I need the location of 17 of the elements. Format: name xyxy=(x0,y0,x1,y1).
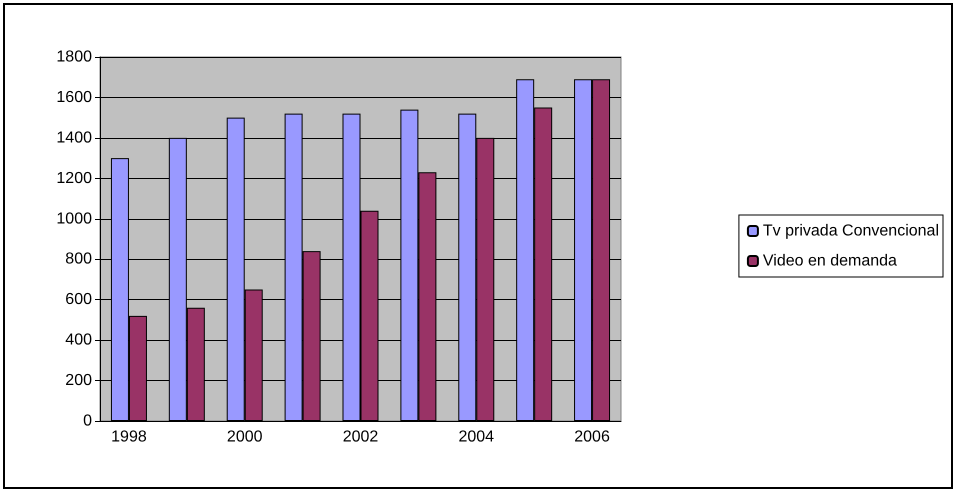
y-tick-label: 400 xyxy=(65,332,92,349)
y-tick-label: 1600 xyxy=(56,88,92,106)
legend-label: Tv privada Convencional xyxy=(762,222,939,240)
x-tick-label: 2002 xyxy=(342,428,378,446)
y-tick-label: 1000 xyxy=(56,210,92,228)
y-tick-label: 1400 xyxy=(56,129,92,146)
y-tick-label: 0 xyxy=(83,412,92,430)
y-tick-label: 1200 xyxy=(56,170,92,187)
y-tick-label: 200 xyxy=(65,372,92,390)
x-tick-label: 2000 xyxy=(226,428,263,446)
legend-label: Video en demanda xyxy=(762,252,898,270)
y-tick-label: 1800 xyxy=(56,48,92,66)
x-tick-label: 2004 xyxy=(458,428,494,446)
x-tick-label: 1998 xyxy=(111,428,147,446)
y-tick-label: 800 xyxy=(65,250,92,268)
y-tick-label: 600 xyxy=(65,291,92,308)
x-tick-label: 2006 xyxy=(574,428,610,446)
